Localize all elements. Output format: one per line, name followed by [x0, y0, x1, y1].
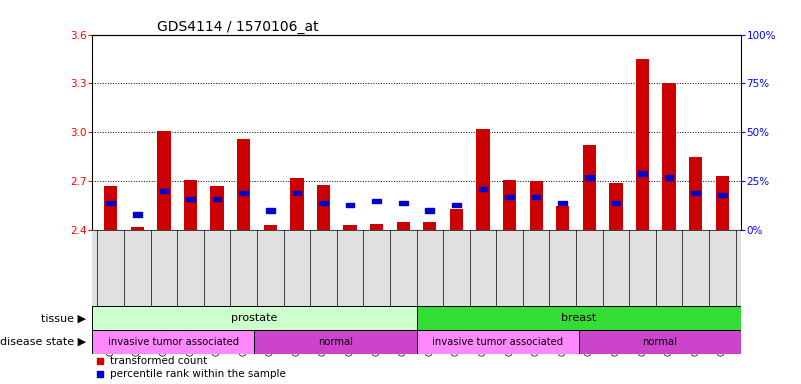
Text: transformed count: transformed count: [111, 356, 207, 366]
Bar: [213, 197, 221, 201]
Bar: [556, 206, 570, 230]
Text: GDS4114 / 1570106_at: GDS4114 / 1570106_at: [157, 20, 319, 33]
Bar: [479, 187, 487, 191]
Bar: [317, 185, 330, 230]
Bar: [319, 201, 328, 205]
Bar: [452, 203, 461, 207]
Bar: [636, 59, 649, 230]
Bar: [691, 191, 700, 195]
Bar: [159, 189, 168, 193]
Text: percentile rank within the sample: percentile rank within the sample: [111, 369, 286, 379]
Bar: [346, 203, 354, 207]
Bar: [638, 171, 647, 175]
Bar: [423, 222, 437, 230]
Bar: [255, 330, 417, 354]
Bar: [131, 227, 144, 230]
Bar: [107, 201, 115, 205]
Bar: [582, 146, 596, 230]
Bar: [665, 175, 674, 179]
Bar: [396, 222, 410, 230]
Bar: [417, 330, 579, 354]
Bar: [715, 176, 729, 230]
Bar: [372, 199, 381, 203]
Text: breast: breast: [561, 313, 597, 323]
Bar: [449, 209, 463, 230]
Bar: [264, 225, 277, 230]
Text: tissue ▶: tissue ▶: [41, 313, 86, 323]
Bar: [399, 201, 408, 205]
Text: disease state ▶: disease state ▶: [0, 337, 86, 347]
Bar: [184, 180, 197, 230]
Bar: [157, 131, 171, 230]
Bar: [239, 191, 248, 195]
Bar: [477, 129, 489, 230]
Bar: [558, 201, 567, 205]
Bar: [612, 201, 620, 205]
Bar: [211, 186, 223, 230]
Bar: [92, 330, 255, 354]
Bar: [370, 223, 384, 230]
Bar: [104, 186, 118, 230]
Bar: [266, 209, 275, 213]
Text: prostate: prostate: [231, 313, 277, 323]
Text: invasive tumor associated: invasive tumor associated: [432, 337, 563, 347]
Bar: [186, 197, 195, 201]
Text: normal: normal: [642, 337, 678, 347]
Bar: [237, 139, 251, 230]
Bar: [662, 83, 676, 230]
Bar: [579, 330, 741, 354]
Bar: [718, 193, 727, 197]
Bar: [585, 175, 594, 179]
Bar: [133, 212, 142, 217]
Bar: [610, 183, 622, 230]
Bar: [529, 181, 543, 230]
Bar: [425, 209, 434, 213]
Bar: [292, 191, 301, 195]
Bar: [532, 195, 541, 199]
Bar: [689, 157, 702, 230]
Bar: [503, 180, 516, 230]
Text: invasive tumor associated: invasive tumor associated: [107, 337, 239, 347]
Bar: [290, 178, 304, 230]
Bar: [417, 306, 741, 330]
Bar: [505, 195, 514, 199]
Bar: [92, 306, 417, 330]
Text: normal: normal: [318, 337, 353, 347]
Bar: [344, 225, 356, 230]
